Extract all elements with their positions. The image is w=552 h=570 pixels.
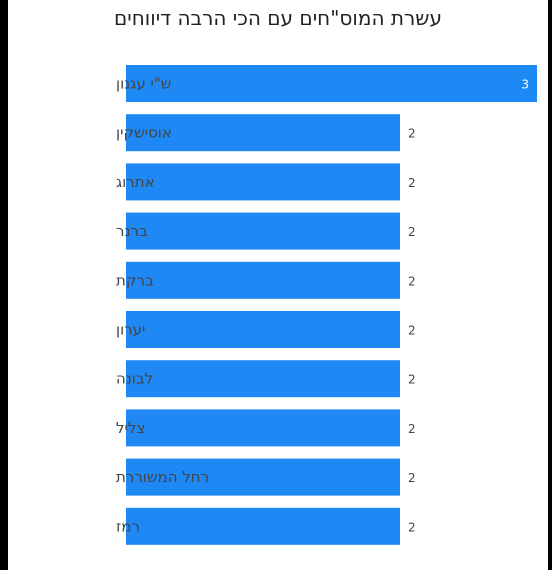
bar [126,65,537,102]
category-label: ש"י עגנון [116,75,171,93]
value-label: 2 [408,373,416,387]
value-label: 2 [408,422,416,436]
bar [126,212,400,250]
value-label: 2 [408,225,416,239]
value-label: 3 [521,78,529,92]
chart-frame: עשרת המוס"חים עם הכי הרבה דיווחים ש"י עג… [8,0,548,570]
bar [126,360,400,398]
category-label: רחל המשוררת [116,468,209,486]
chart-title: עשרת המוס"חים עם הכי הרבה דיווחים [114,6,442,30]
category-label: ברקת [116,271,154,289]
value-label: 2 [408,274,416,288]
bar [126,458,400,496]
bar [126,163,400,201]
category-label: רמז [116,517,140,535]
category-label: אתרוג [116,173,155,191]
bar-chart: ש"י עגנון 3 אוסישקין 2 אתרוג 2 ברנר 2 ברקת 2 יערון… [116,65,537,545]
bar [126,261,400,299]
bar [126,311,400,348]
category-label: יערון [116,321,145,339]
category-label: לבונה [116,370,153,388]
category-label: אוסישקין [116,124,172,142]
bar [126,409,400,447]
bar [126,114,400,152]
value-label: 2 [408,520,416,534]
category-label: ברנר [116,222,148,240]
value-label: 2 [408,471,416,485]
value-label: 2 [408,127,416,141]
bar [126,507,400,545]
value-label: 2 [408,176,416,190]
category-label: צליל [116,419,145,437]
value-label: 2 [408,324,416,338]
